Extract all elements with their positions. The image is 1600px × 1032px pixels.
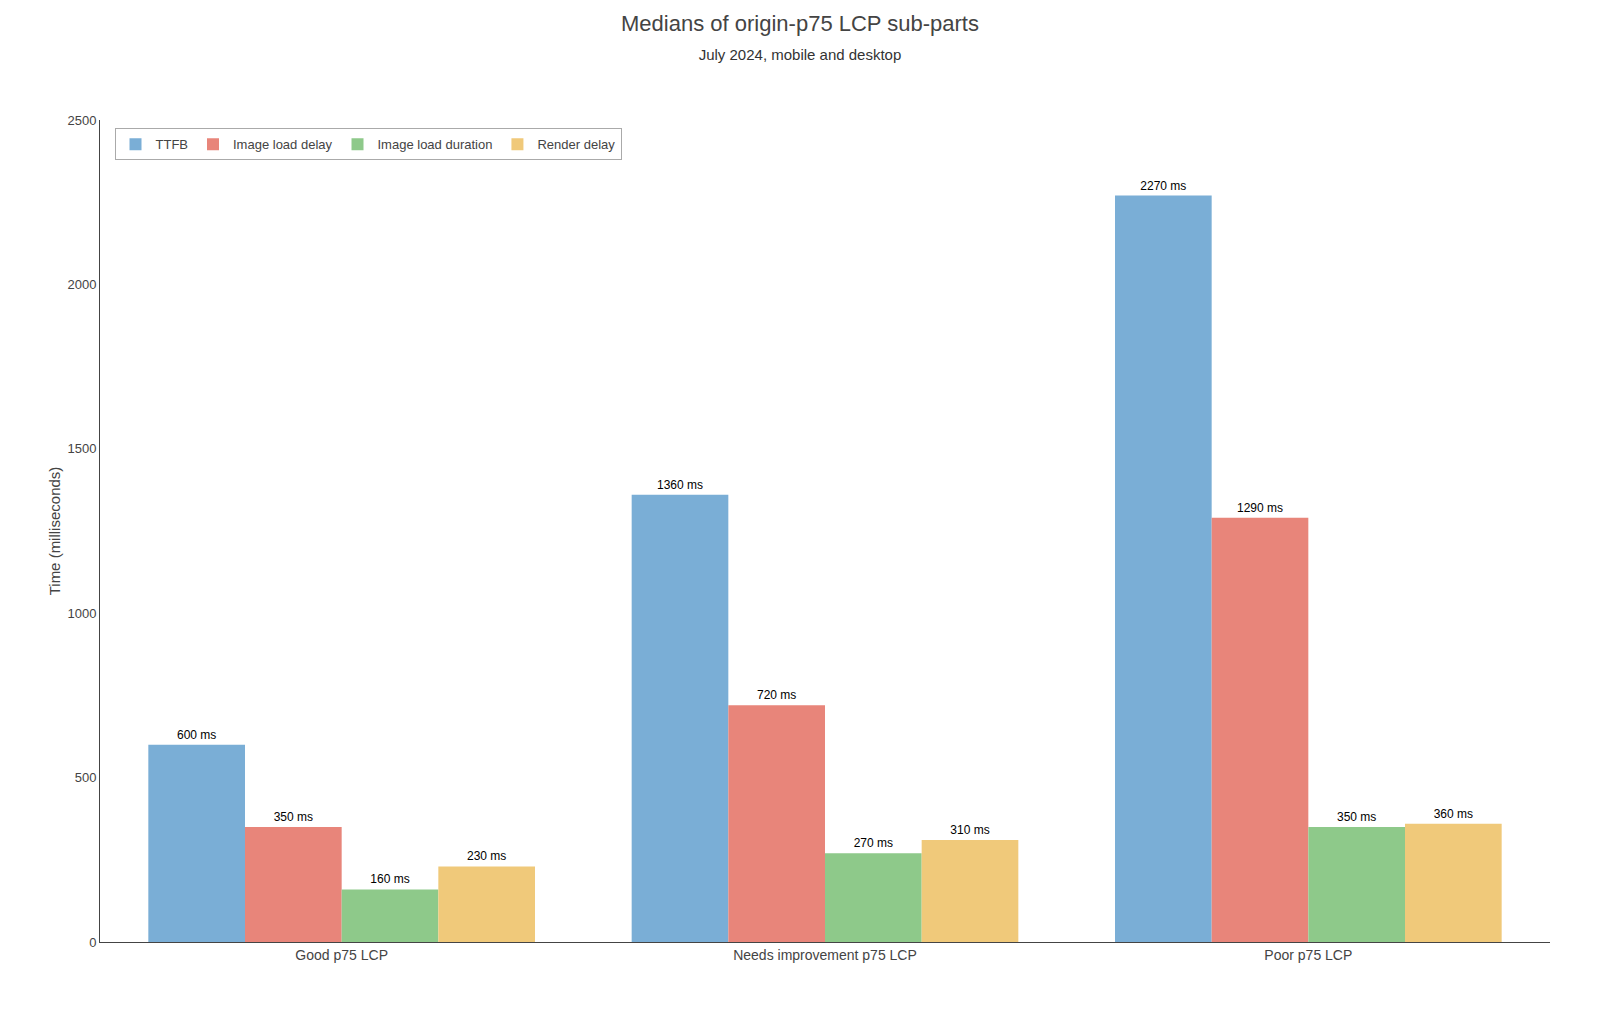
svg-text:500: 500 <box>75 770 97 785</box>
svg-text:0: 0 <box>89 935 96 950</box>
svg-text:350 ms: 350 ms <box>1337 810 1376 824</box>
svg-text:1290 ms: 1290 ms <box>1237 501 1283 515</box>
svg-text:600 ms: 600 ms <box>177 728 216 742</box>
svg-text:2500: 2500 <box>67 113 96 128</box>
svg-text:2270 ms: 2270 ms <box>1140 179 1186 193</box>
svg-text:360 ms: 360 ms <box>1434 807 1473 821</box>
svg-text:230 ms: 230 ms <box>467 849 506 863</box>
svg-text:270 ms: 270 ms <box>854 836 893 850</box>
svg-text:2000: 2000 <box>67 277 96 292</box>
svg-text:1500: 1500 <box>67 441 96 456</box>
svg-text:Good p75 LCP: Good p75 LCP <box>295 947 388 963</box>
svg-text:Poor p75 LCP: Poor p75 LCP <box>1264 947 1352 963</box>
svg-text:Needs improvement p75 LCP: Needs improvement p75 LCP <box>733 947 917 963</box>
svg-text:Image load duration: Image load duration <box>378 137 493 152</box>
svg-text:310 ms: 310 ms <box>950 823 989 837</box>
svg-text:720 ms: 720 ms <box>757 688 796 702</box>
svg-text:Render delay: Render delay <box>537 137 615 152</box>
svg-text:Time (milliseconds): Time (milliseconds) <box>46 467 63 596</box>
svg-text:350 ms: 350 ms <box>274 810 313 824</box>
svg-text:TTFB: TTFB <box>156 137 189 152</box>
svg-text:Image load delay: Image load delay <box>233 137 333 152</box>
svg-text:Medians of origin-p75 LCP sub-: Medians of origin-p75 LCP sub-partsJuly … <box>621 11 979 63</box>
svg-text:160 ms: 160 ms <box>370 872 409 886</box>
svg-text:1360 ms: 1360 ms <box>657 478 703 492</box>
svg-text:1000: 1000 <box>67 606 96 621</box>
